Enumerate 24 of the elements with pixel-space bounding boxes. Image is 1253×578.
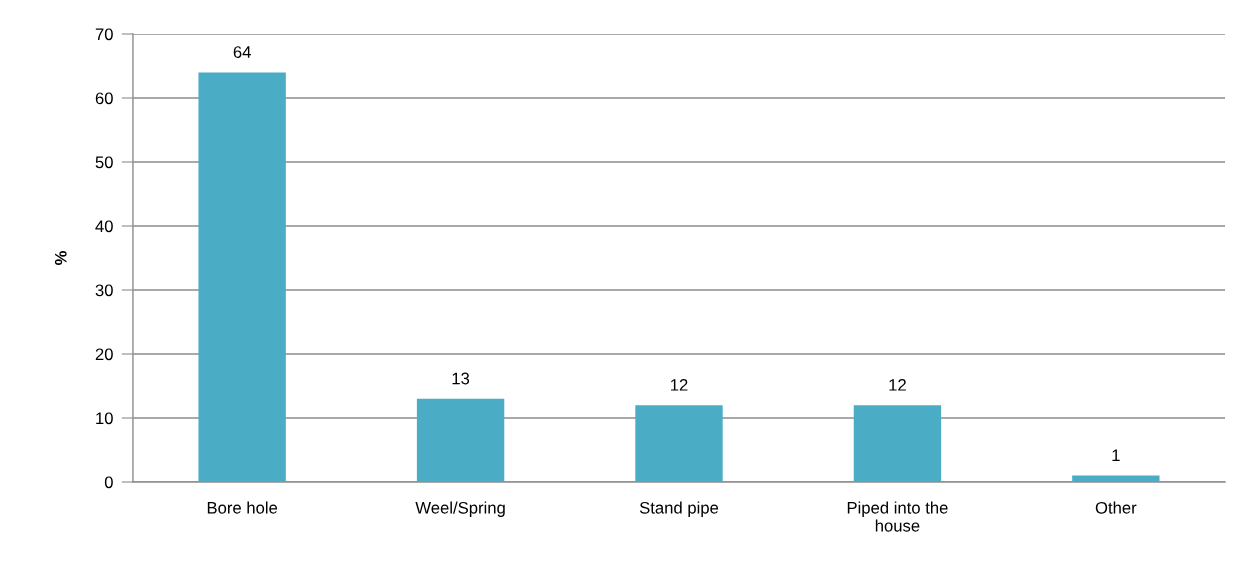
data-label: 13: [452, 372, 470, 385]
x-tick-label: Piped into the house: [847, 501, 948, 532]
y-tick-label: 10: [96, 412, 113, 425]
bar: [1072, 475, 1160, 482]
y-tick-label: 20: [95, 348, 113, 361]
y-tick-label: 0: [104, 476, 113, 489]
y-tick-label: 50: [95, 156, 113, 169]
x-tick-label: Bore hole: [207, 501, 278, 514]
y-tick-label: 30: [95, 284, 113, 297]
bar: [853, 405, 942, 482]
data-label: 12: [671, 378, 688, 391]
y-axis-title: %: [54, 251, 67, 265]
bar: [635, 405, 723, 482]
bar: [198, 72, 286, 482]
y-tick-label: 70: [95, 28, 113, 41]
x-tick-label: Weel/Spring: [415, 501, 505, 517]
bar: [416, 398, 505, 482]
data-label: 1: [1112, 449, 1120, 462]
x-tick-label: Other: [1095, 501, 1137, 514]
data-label: 64: [233, 46, 251, 58]
y-tick-label: 60: [95, 92, 113, 105]
y-tick-label: 40: [95, 220, 113, 233]
data-label: 12: [889, 378, 906, 391]
x-tick-label: Stand pipe: [639, 501, 719, 517]
